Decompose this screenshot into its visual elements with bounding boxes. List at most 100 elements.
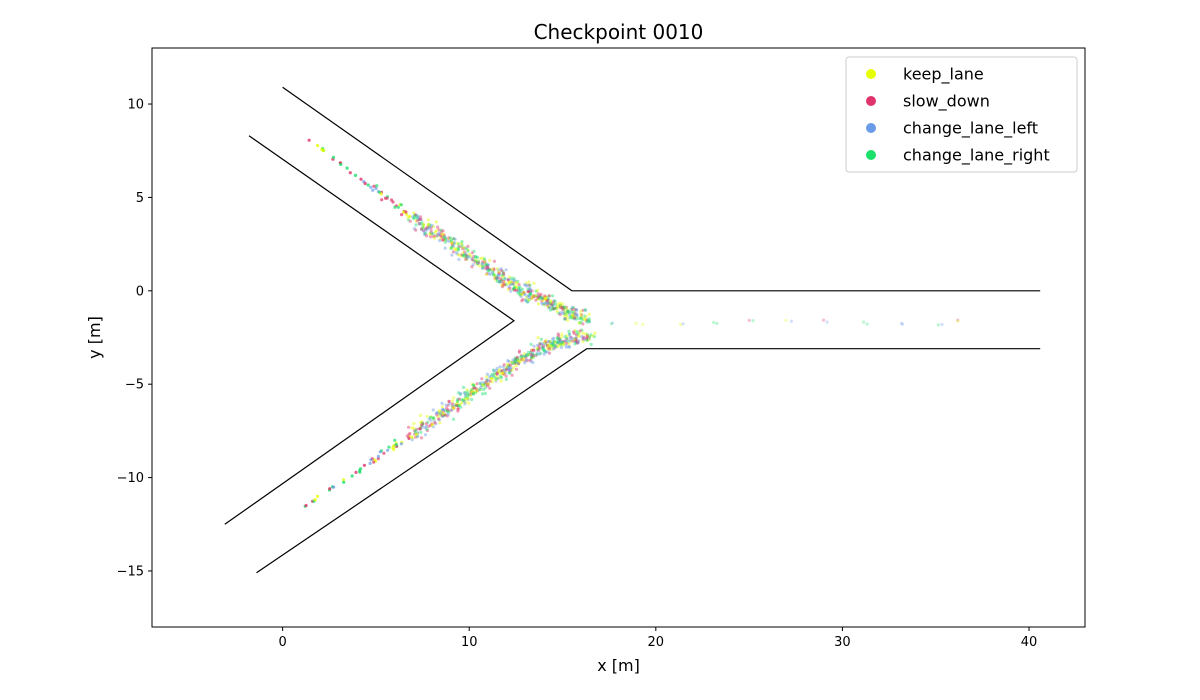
- prediction-point: [530, 355, 534, 359]
- prediction-point: [316, 494, 320, 498]
- prediction-point: [450, 404, 454, 408]
- prediction-point: [563, 312, 567, 316]
- prediction-point: [447, 410, 451, 414]
- prediction-point: [429, 418, 433, 422]
- prediction-point: [560, 302, 565, 306]
- prediction-point: [463, 246, 467, 250]
- prediction-point: [441, 232, 445, 236]
- prediction-point: [386, 448, 390, 452]
- prediction-point: [448, 237, 452, 241]
- prediction-point: [528, 291, 533, 296]
- prediction-point: [556, 306, 560, 310]
- prediction-point: [461, 398, 465, 402]
- prediction-point: [443, 408, 447, 412]
- prediction-point: [582, 317, 586, 321]
- prediction-point: [492, 267, 496, 271]
- prediction-point: [559, 311, 563, 315]
- prediction-point: [541, 347, 545, 351]
- prediction-point: [500, 371, 504, 375]
- prediction-point: [434, 220, 438, 224]
- prediction-point: [505, 365, 509, 369]
- legend: keep_lane slow_down change_lane_leftchange…: [845, 56, 1078, 173]
- prediction-point: [513, 285, 517, 289]
- prediction-point: [538, 342, 542, 346]
- prediction-point: [474, 258, 478, 262]
- prediction-point: [562, 305, 566, 309]
- prediction-point: [472, 383, 476, 387]
- prediction-point: [471, 263, 475, 267]
- prediction-point: [518, 358, 523, 362]
- prediction-point: [491, 270, 495, 274]
- prediction-point: [493, 372, 497, 376]
- prediction-point: [465, 257, 469, 261]
- prediction-point: [515, 288, 519, 292]
- legend-label: change_lane_right: [903, 146, 1050, 166]
- prediction-point: [552, 303, 556, 307]
- prediction-point: [413, 215, 417, 220]
- prediction-point: [501, 269, 505, 274]
- prediction-point: [505, 367, 509, 371]
- prediction-point: [439, 228, 443, 232]
- prediction-point: [549, 342, 553, 347]
- prediction-point: [447, 236, 451, 240]
- road-boundaries: [224, 86, 1041, 574]
- prediction-point: [486, 267, 490, 271]
- prediction-point: [503, 283, 507, 287]
- prediction-point: [417, 216, 421, 220]
- prediction-point: [451, 250, 455, 254]
- prediction-point: [540, 301, 544, 305]
- prediction-point: [940, 322, 944, 327]
- prediction-point: [473, 391, 478, 395]
- prediction-point: [519, 294, 523, 299]
- prediction-point: [368, 461, 372, 465]
- prediction-point: [469, 392, 473, 396]
- prediction-point: [501, 272, 505, 276]
- prediction-point: [438, 421, 442, 425]
- prediction-point: [465, 390, 469, 394]
- prediction-point: [582, 336, 586, 340]
- prediction-point: [513, 358, 517, 362]
- prediction-point: [535, 351, 539, 355]
- prediction-point: [348, 171, 352, 175]
- prediction-point: [452, 237, 456, 241]
- prediction-point: [567, 332, 572, 336]
- prediction-point: [412, 227, 416, 231]
- prediction-point: [581, 308, 585, 312]
- prediction-point: [522, 292, 527, 296]
- prediction-point: [582, 338, 586, 342]
- prediction-point: [418, 217, 422, 221]
- prediction-point: [517, 286, 521, 290]
- prediction-point: [556, 332, 560, 336]
- prediction-point: [431, 425, 435, 429]
- prediction-point: [529, 354, 534, 359]
- prediction-point: [416, 435, 420, 439]
- prediction-point: [414, 223, 418, 227]
- prediction-point: [579, 313, 583, 317]
- prediction-point: [784, 318, 788, 322]
- prediction-point: [574, 339, 578, 343]
- prediction-point: [426, 226, 430, 230]
- prediction-point: [555, 335, 559, 340]
- prediction-point: [555, 309, 559, 313]
- prediction-point: [529, 296, 534, 300]
- prediction-point: [548, 308, 553, 312]
- prediction-point: [524, 354, 528, 358]
- prediction-point: [418, 222, 422, 226]
- prediction-point: [502, 363, 506, 367]
- prediction-point: [437, 417, 441, 421]
- prediction-point: [433, 230, 438, 234]
- prediction-point: [563, 305, 567, 309]
- y-tick-label: −5: [125, 378, 144, 393]
- prediction-point: [412, 217, 416, 221]
- prediction-point: [430, 223, 434, 228]
- prediction-point: [498, 280, 502, 284]
- prediction-point: [443, 412, 447, 417]
- prediction-point: [481, 256, 485, 260]
- prediction-point: [526, 350, 531, 354]
- prediction-point: [542, 295, 546, 299]
- prediction-point: [456, 409, 460, 413]
- prediction-point: [570, 316, 574, 320]
- prediction-point: [483, 386, 487, 390]
- prediction-point: [414, 432, 418, 436]
- prediction-point: [486, 382, 491, 386]
